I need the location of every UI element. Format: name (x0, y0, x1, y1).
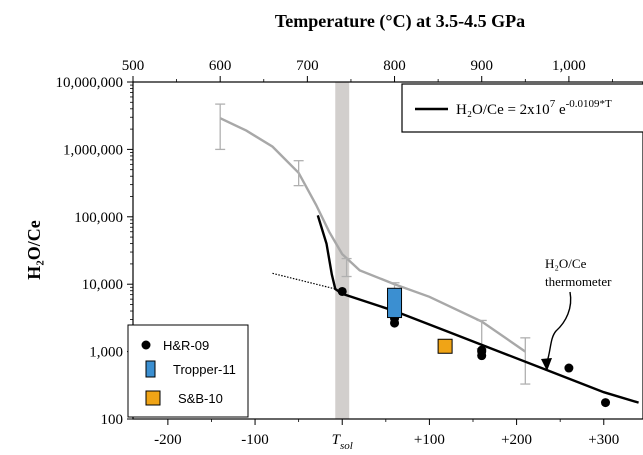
annotation-line2: thermometer (545, 274, 612, 289)
gray-model-curve (219, 117, 526, 353)
y-tick-label-0: 100 (101, 412, 124, 428)
x-tick-label-sub-2: sol (340, 440, 353, 452)
top-tick-label-1: 600 (209, 58, 232, 74)
y-tick-label-1: 1,000 (89, 345, 123, 361)
x-tick-label-2: Tsol (332, 432, 353, 452)
legend-label-tropper11: Tropper-11 (173, 362, 236, 377)
equation-exponent: -0.0109*T (566, 98, 612, 110)
x-tick-label-main-2: T (332, 432, 342, 448)
y-axis-label-main: H₂O/Ce (24, 220, 44, 279)
y-axis-label: H₂O/Ce (24, 220, 44, 279)
y-tick-label-4: 1,000,000 (63, 142, 123, 158)
point-hr09-6 (564, 363, 574, 373)
y-tick-label-3: 100,000 (74, 210, 123, 226)
legend-marker-sb10 (145, 390, 161, 406)
legend-label-sb10: S&B-10 (178, 391, 223, 406)
top-tick-label-0: 500 (122, 58, 145, 74)
data-points-layer (337, 286, 611, 408)
legend-marker-hr09 (141, 340, 151, 350)
annotation-arrowhead (541, 358, 552, 371)
legend: H&R-09 Tropper-11 S&B-10 (127, 324, 249, 418)
point-hr09-7 (601, 398, 611, 408)
annotation-arrow (546, 291, 572, 363)
top-tick-label-3: 800 (383, 58, 406, 74)
point-hr09-5 (477, 345, 487, 355)
point-hr09-0 (337, 286, 347, 296)
equation-exponent-7: 7 (550, 98, 556, 110)
top-tick-label-4: 900 (470, 58, 493, 74)
top-tick-label-5: 1,000 (552, 58, 586, 74)
equation-e: e (555, 102, 566, 118)
y-tick-label-2: 10,000 (82, 277, 123, 293)
legend-label-hr09: H&R-09 (163, 338, 209, 353)
axes-layer: 100 1,000 10,000 100,000 1,000,000 10,000,000… (56, 58, 620, 452)
x-tick-label-0: -200 (154, 432, 182, 448)
x-tick-label-4: +200 (501, 432, 532, 448)
point-sb10-0 (437, 338, 453, 354)
solidus-band-layer (335, 82, 350, 419)
plot-frame (132, 81, 643, 420)
chart-title: Temperature (°C) at 3.5-4.5 GPa (275, 11, 525, 32)
thermometer-annotation: H₂O/Ce thermometer (541, 256, 612, 371)
x-tick-label-1: -100 (241, 432, 269, 448)
legend-marker-tropper11 (145, 360, 156, 378)
x-tick-label-3: +100 (414, 432, 445, 448)
solidus-band (335, 82, 350, 419)
box-tropper11-0 (387, 287, 403, 319)
top-tick-label-2: 700 (296, 58, 319, 74)
x-tick-label-5: +300 (588, 432, 619, 448)
y-tick-label-5: 10,000,000 (56, 75, 124, 91)
annotation-line1: H₂O/Ce (545, 256, 587, 271)
equation-main: H₂O/Ce = 2x10 (456, 102, 550, 118)
equation-text: H₂O/Ce = 2x107 e-0.0109*T (456, 98, 612, 118)
fit-equation-box: H₂O/Ce = 2x107 e-0.0109*T (401, 83, 643, 133)
